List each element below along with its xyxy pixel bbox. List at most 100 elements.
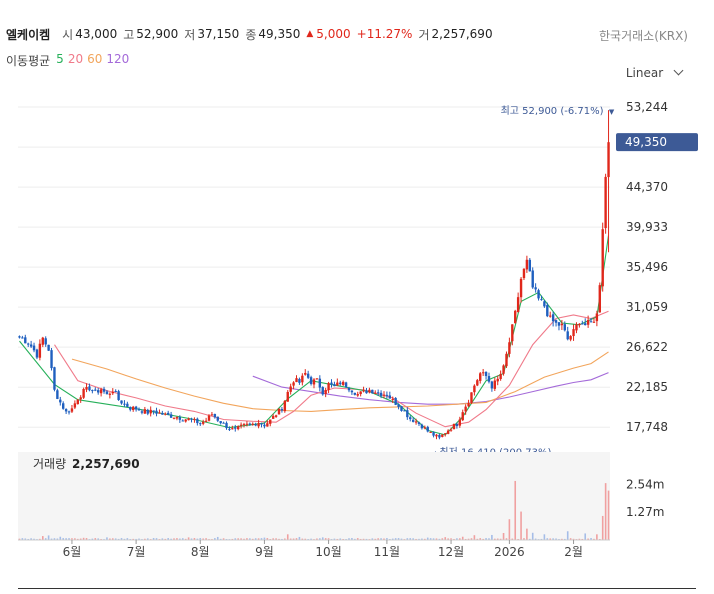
volume-bar [406, 538, 409, 540]
volume-bar [50, 538, 53, 540]
candle [184, 419, 187, 423]
volume-bar [295, 538, 298, 540]
candle-body [280, 409, 284, 411]
volume-bar [243, 538, 245, 540]
candle [449, 427, 453, 432]
time-axis: 6월 7월 8월 9월 10월 11월 12월 2026 2월 [18, 539, 610, 559]
candle-body [181, 420, 184, 422]
candle-body [584, 323, 587, 326]
candle [490, 380, 494, 392]
x-tick-label: 11월 [374, 545, 400, 559]
volume-bar [464, 538, 467, 540]
candle [388, 391, 392, 399]
volume-bar [456, 538, 458, 540]
candle-body [225, 422, 228, 429]
candle-body [420, 424, 424, 429]
volume-bar [193, 538, 196, 540]
candle-body [586, 320, 590, 325]
x-tick-label: 8월 [191, 545, 210, 559]
volume-bar [514, 480, 517, 540]
low-value: 37,150 [197, 27, 240, 41]
scale-dropdown[interactable]: Linear [626, 65, 686, 80]
candle-body [222, 422, 225, 424]
volume-bar [284, 538, 286, 540]
candle [344, 381, 348, 388]
ma5-line [19, 235, 610, 436]
candle [210, 411, 214, 416]
candle [446, 429, 450, 435]
volume-bar [339, 538, 342, 540]
ma-legend-20[interactable]: 20 [67, 52, 84, 66]
volume-y-tick-label: 1.27m [626, 505, 664, 519]
candle-body [164, 413, 167, 415]
volume-bar [310, 538, 312, 540]
volume-bar [540, 538, 543, 540]
candle [88, 383, 91, 392]
candle [554, 319, 558, 327]
candle [584, 318, 587, 326]
volume-bar [181, 538, 184, 540]
candle-body [126, 403, 129, 407]
volume-bar [549, 538, 552, 540]
volume-bar [391, 538, 394, 540]
candle [228, 426, 231, 431]
volume-bar [520, 511, 522, 540]
candle-body [18, 336, 21, 338]
candle [499, 370, 502, 381]
volume-bar [71, 538, 73, 540]
candle [219, 421, 222, 425]
candle [257, 419, 260, 429]
candle-body [429, 431, 432, 433]
volume-bar [482, 538, 484, 540]
candle-body [298, 378, 301, 383]
volume-bar [47, 535, 50, 540]
volume-bar [394, 538, 397, 540]
moving-average-legend[interactable]: 이동평균 5 20 60 120 [6, 52, 129, 69]
volume-bar [511, 538, 514, 540]
candle [537, 288, 540, 301]
candle-body [207, 415, 211, 421]
candle [59, 396, 62, 406]
candle-body [598, 285, 601, 313]
candle-body [359, 391, 362, 395]
candle-body [62, 403, 65, 409]
x-tick-label: 12월 [438, 545, 464, 559]
volume-bar [479, 538, 482, 540]
y-tick-label: 39,933 [626, 220, 668, 234]
volume-bar [109, 538, 111, 540]
candle-body [414, 421, 418, 423]
candle-body [551, 314, 555, 322]
candle-body [178, 417, 182, 420]
candle-body [199, 423, 202, 425]
candle-body [566, 331, 569, 340]
candle-body [108, 393, 112, 395]
y-tick-label: 31,059 [626, 300, 668, 314]
volume-bar [438, 538, 441, 540]
volume-bar [190, 538, 193, 540]
candle-body [505, 353, 508, 367]
volume-bar [569, 538, 572, 540]
ma-legend-60[interactable]: 60 [87, 52, 103, 66]
volume-bar [59, 536, 62, 540]
candle [371, 389, 374, 394]
candle [277, 408, 281, 415]
candle [245, 421, 249, 427]
volume-bar [371, 538, 374, 540]
candle-body [283, 400, 287, 412]
chart-annotations: 최고 52,900 (-6.71%)▼▲최저 16,410 (200.73%)4… [433, 105, 698, 458]
candle [479, 372, 482, 384]
ma-legend-5[interactable]: 5 [56, 52, 64, 66]
volume-bar [62, 538, 65, 540]
candle-body [82, 388, 85, 398]
candle [111, 388, 114, 396]
volume-bar [196, 538, 199, 540]
candle [321, 386, 324, 396]
candle [306, 370, 310, 380]
candle [193, 417, 196, 423]
candle [444, 432, 447, 437]
volume-bar [316, 538, 318, 540]
candle [248, 422, 252, 426]
ma-legend-120[interactable]: 120 [106, 52, 130, 66]
candle-body [216, 416, 219, 421]
